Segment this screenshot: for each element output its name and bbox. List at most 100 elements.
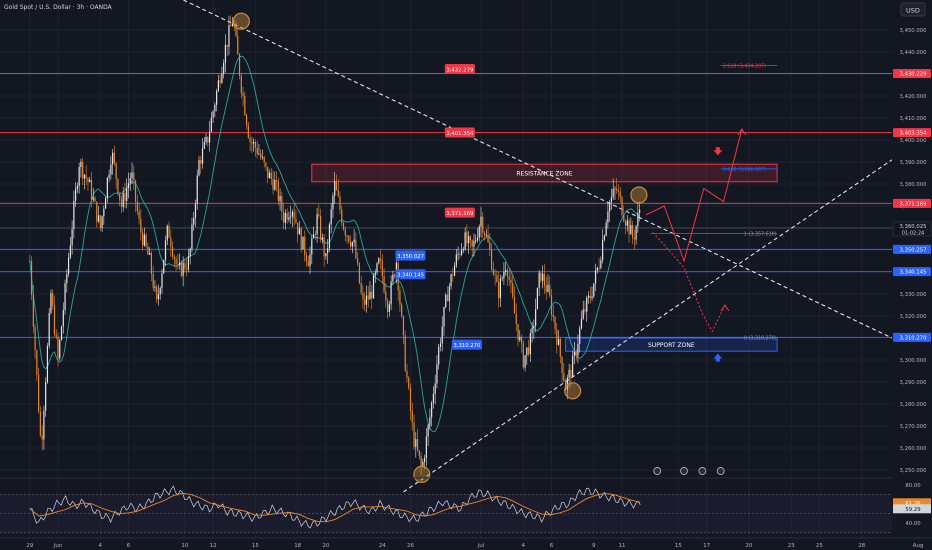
candle-body bbox=[201, 148, 204, 164]
candle-body bbox=[503, 271, 505, 279]
time-tick-label: 20 bbox=[322, 543, 329, 549]
candle-body bbox=[480, 216, 482, 227]
candle-body bbox=[589, 295, 591, 299]
currency-button[interactable]: USD bbox=[900, 2, 926, 17]
candle-body bbox=[129, 178, 131, 184]
candle-body bbox=[82, 161, 84, 179]
candle-body bbox=[369, 291, 371, 300]
candle-body bbox=[501, 278, 503, 280]
candle-body bbox=[376, 263, 378, 273]
candle-body bbox=[628, 220, 630, 235]
event-icons bbox=[653, 467, 725, 475]
candle-body bbox=[219, 80, 221, 83]
candle-body bbox=[253, 142, 255, 144]
candle-body bbox=[46, 345, 49, 382]
candle-body bbox=[268, 172, 271, 179]
candle-body bbox=[630, 224, 632, 235]
price-axis[interactable]: 3,250.000 3,260.000 3,270.000 3,280.000 3,29… bbox=[892, 0, 932, 538]
time-axis-bg bbox=[0, 538, 932, 550]
candle-body bbox=[247, 125, 249, 138]
candle-body bbox=[50, 293, 52, 313]
time-tick-label: 15 bbox=[675, 543, 682, 549]
event-flag-icon bbox=[653, 467, 662, 475]
candle-body bbox=[413, 422, 415, 447]
candle-body bbox=[614, 188, 616, 190]
moving-average bbox=[29, 55, 640, 433]
candle-body bbox=[163, 259, 165, 274]
candle-body bbox=[353, 239, 355, 243]
rsi-ma-value: 61.26 bbox=[905, 501, 921, 507]
candle-body bbox=[99, 215, 101, 229]
candle-body bbox=[432, 393, 435, 403]
candle-body bbox=[594, 270, 597, 284]
candle-body bbox=[529, 333, 531, 355]
candle-body bbox=[549, 284, 551, 296]
candle-body bbox=[184, 262, 186, 270]
candle-body bbox=[554, 316, 556, 330]
candle-body bbox=[154, 286, 156, 288]
candle-body bbox=[281, 196, 283, 212]
candle-body bbox=[103, 208, 105, 217]
level-3371-axis-label: 3,371.169 bbox=[900, 201, 927, 207]
candle-body bbox=[612, 189, 614, 198]
candle-body bbox=[358, 263, 360, 284]
candle-body bbox=[117, 179, 119, 194]
candle-body bbox=[515, 313, 517, 325]
candle-body bbox=[332, 195, 334, 210]
level-3371-axis-box bbox=[893, 198, 931, 208]
candle-body bbox=[386, 300, 389, 312]
candle-body bbox=[260, 153, 262, 158]
pullback-path bbox=[652, 232, 726, 333]
countdown-label: 01:02:24 bbox=[902, 230, 924, 236]
candle-body bbox=[112, 152, 114, 165]
tag-3310: 3,310.270 bbox=[453, 343, 481, 349]
candle-body bbox=[531, 328, 533, 334]
candle-body bbox=[291, 211, 294, 217]
candle-body bbox=[619, 192, 621, 197]
candle-body bbox=[43, 410, 45, 440]
time-tick-label: 15 bbox=[252, 543, 259, 549]
candle-body bbox=[402, 316, 405, 336]
time-tick-label: 12 bbox=[210, 543, 217, 549]
tag-3340-box bbox=[395, 269, 426, 280]
candle-body bbox=[390, 281, 392, 305]
candle-body bbox=[559, 338, 561, 357]
candle-body bbox=[138, 210, 140, 220]
swing-circle bbox=[564, 382, 582, 400]
resistance-zone-label: RESISTANCE ZONE bbox=[516, 171, 572, 178]
candle-body bbox=[283, 211, 285, 223]
price-tick-label: 3,280.000 bbox=[900, 402, 928, 408]
candle-body bbox=[173, 256, 175, 260]
candle-body bbox=[379, 258, 382, 261]
candle-body bbox=[62, 309, 64, 327]
candle-body bbox=[140, 219, 142, 233]
candle-body bbox=[453, 265, 456, 276]
candle-body bbox=[208, 131, 211, 143]
time-tick-label: 28 bbox=[858, 543, 865, 549]
candle-body bbox=[200, 160, 202, 164]
candle-body bbox=[147, 246, 149, 255]
candle-body bbox=[205, 136, 207, 142]
candle-body bbox=[168, 225, 170, 238]
candle-body bbox=[119, 193, 121, 200]
candle-body bbox=[196, 175, 198, 204]
candle-body bbox=[131, 172, 133, 179]
time-axis[interactable]: 29 Jun 4 6 10 12 15 18 20 24 26 Jul 4 6 9 11 15 17 20 23 25 2… bbox=[0, 537, 932, 550]
candle-body bbox=[149, 252, 151, 255]
candle-body bbox=[351, 242, 353, 247]
candle-body bbox=[126, 188, 128, 201]
candle-body bbox=[307, 261, 309, 267]
candle-body bbox=[520, 336, 523, 343]
candle-body bbox=[83, 174, 86, 179]
candle-body bbox=[73, 200, 75, 229]
candle-body bbox=[580, 318, 583, 329]
candle-body bbox=[279, 196, 281, 202]
candle-body bbox=[607, 211, 609, 223]
candle-body bbox=[314, 234, 316, 236]
candle-body bbox=[464, 232, 466, 250]
candle-body bbox=[415, 439, 417, 447]
candle-body bbox=[170, 237, 172, 248]
trendlines bbox=[182, 0, 893, 493]
tag-3401-box bbox=[444, 127, 475, 138]
